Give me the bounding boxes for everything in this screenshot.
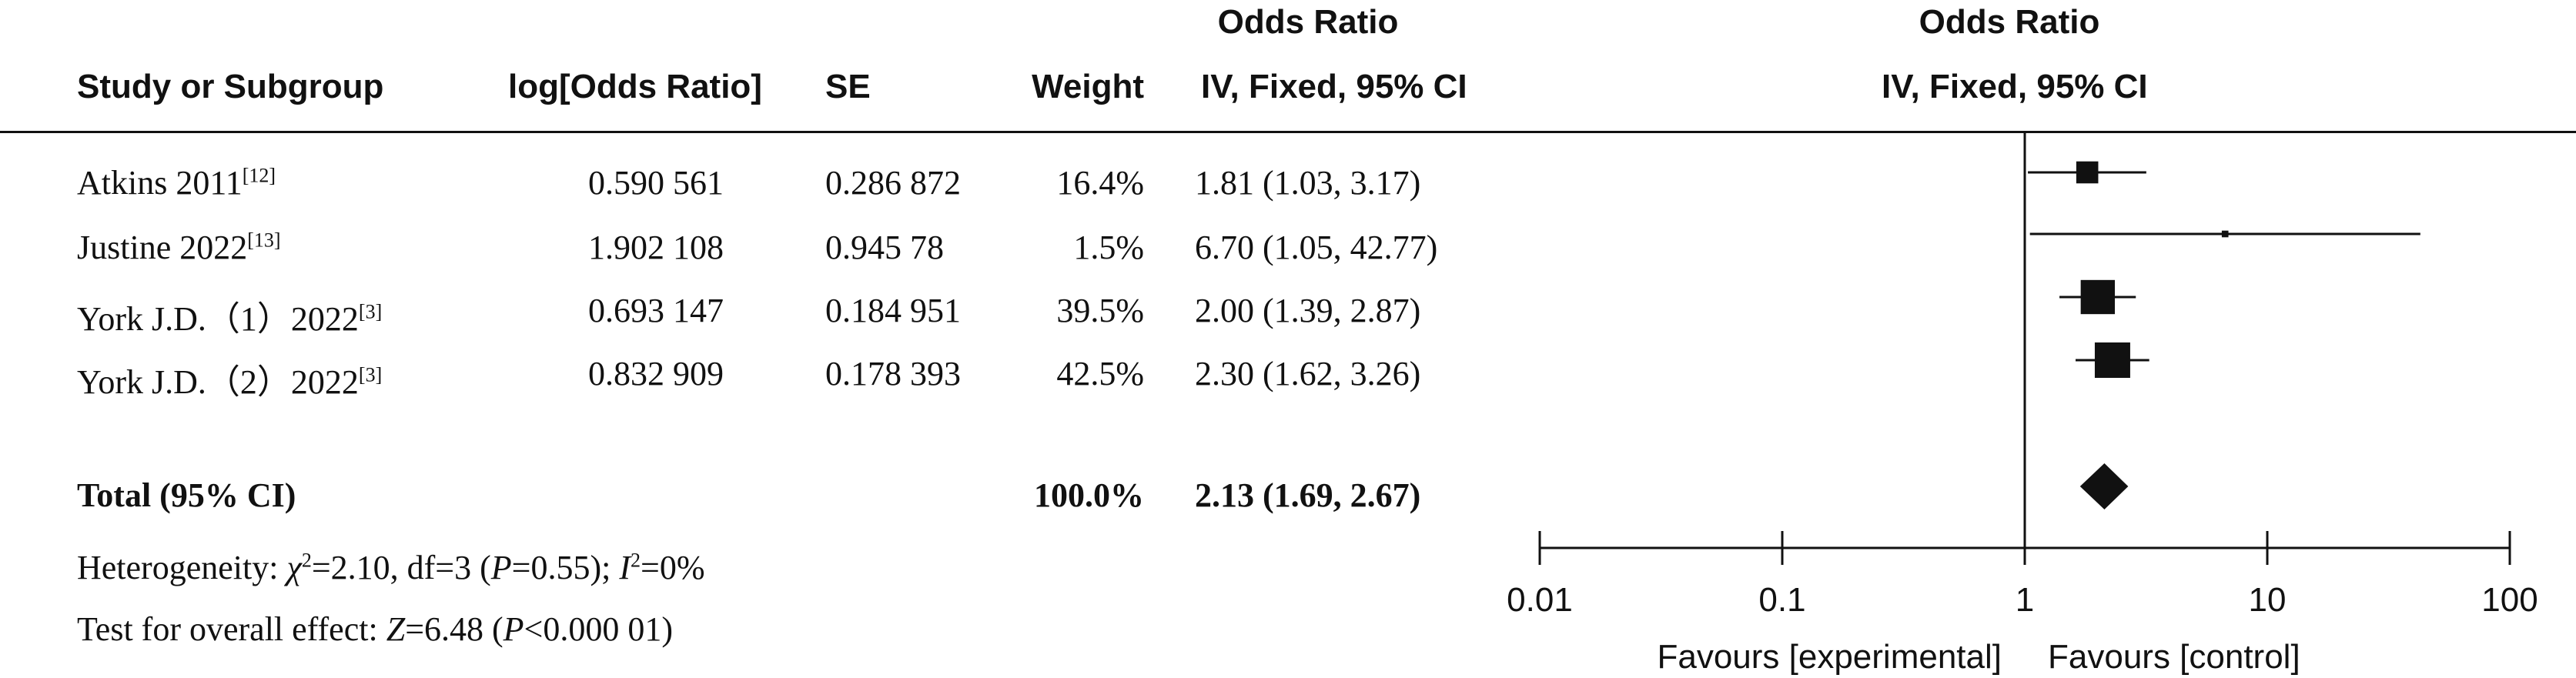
study-name: Justine 2022[13] bbox=[77, 229, 281, 266]
favours-control-label: Favours [control] bbox=[2048, 638, 2300, 676]
study-log-or: 0.590 561 bbox=[588, 164, 724, 202]
study-point bbox=[2080, 279, 2115, 315]
study-ci: 6.70 (1.05, 42.77) bbox=[1195, 229, 1438, 266]
study-log-or: 0.693 147 bbox=[588, 292, 724, 329]
study-reference: [12] bbox=[242, 164, 276, 187]
x-tick-label: 100 bbox=[2481, 581, 2538, 619]
study-weight: 1.5% bbox=[1073, 229, 1144, 266]
x-tick-label: 0.01 bbox=[1507, 581, 1573, 619]
total-label: Total (95% CI) bbox=[77, 476, 296, 514]
weight-column-header: Weight bbox=[1032, 68, 1144, 105]
total-weight: 100.0% bbox=[1034, 476, 1144, 514]
study-point bbox=[2076, 161, 2099, 184]
study-se: 0.945 78 bbox=[825, 229, 944, 266]
study-se: 0.178 393 bbox=[825, 355, 961, 392]
study-weight: 42.5% bbox=[1056, 355, 1144, 392]
header-divider bbox=[0, 131, 2576, 133]
study-weight: 16.4% bbox=[1056, 164, 1144, 202]
study-point bbox=[2221, 230, 2229, 238]
pooled-diamond bbox=[2079, 463, 2129, 509]
study-reference: [3] bbox=[358, 363, 383, 386]
x-tick-label: 0.1 bbox=[1758, 581, 1805, 619]
study-se: 0.184 951 bbox=[825, 292, 961, 329]
study-name: York J.D.（1）2022[3] bbox=[77, 300, 383, 338]
study-se: 0.286 872 bbox=[825, 164, 961, 202]
study-point bbox=[2094, 342, 2130, 378]
forest-plot: 0.01 0.1 1 10 100 Favours [experimental] Favou… bbox=[1507, 132, 2538, 676]
study-name: Atkins 2011[12] bbox=[77, 164, 276, 202]
study-weight: 39.5% bbox=[1056, 292, 1144, 329]
study-ci: 1.81 (1.03, 3.17) bbox=[1195, 164, 1421, 202]
x-tick-label: 1 bbox=[2016, 581, 2034, 619]
study-name: York J.D.（2）2022[3] bbox=[77, 363, 383, 401]
or-method-header: IV, Fixed, 95% CI bbox=[1201, 68, 1467, 105]
study-reference: [3] bbox=[358, 300, 383, 323]
x-tick-label: 10 bbox=[2249, 581, 2287, 619]
se-column-header: SE bbox=[825, 68, 871, 105]
plot-column-title: Odds Ratio bbox=[1919, 3, 2100, 41]
heterogeneity-stat: Heterogeneity: χ2=2.10, df=3 (P=0.55); I… bbox=[77, 549, 705, 586]
study-reference: [13] bbox=[247, 229, 281, 252]
total-ci: 2.13 (1.69, 2.67) bbox=[1195, 476, 1421, 514]
study-log-or: 0.832 909 bbox=[588, 355, 724, 392]
overall-effect-stat: Test for overall effect: Z=6.48 (P<0.000… bbox=[77, 610, 674, 648]
study-ci: 2.30 (1.62, 3.26) bbox=[1195, 355, 1421, 392]
favours-experimental-label: Favours [experimental] bbox=[1657, 638, 2002, 676]
study-log-or: 1.902 108 bbox=[588, 229, 724, 266]
log-or-column-header: log[Odds Ratio] bbox=[508, 68, 762, 105]
study-column-header: Study or Subgroup bbox=[77, 68, 384, 105]
plot-method-header: IV, Fixed, 95% CI bbox=[1882, 68, 2148, 105]
study-ci: 2.00 (1.39, 2.87) bbox=[1195, 292, 1421, 329]
or-column-title: Odds Ratio bbox=[1217, 3, 1399, 41]
